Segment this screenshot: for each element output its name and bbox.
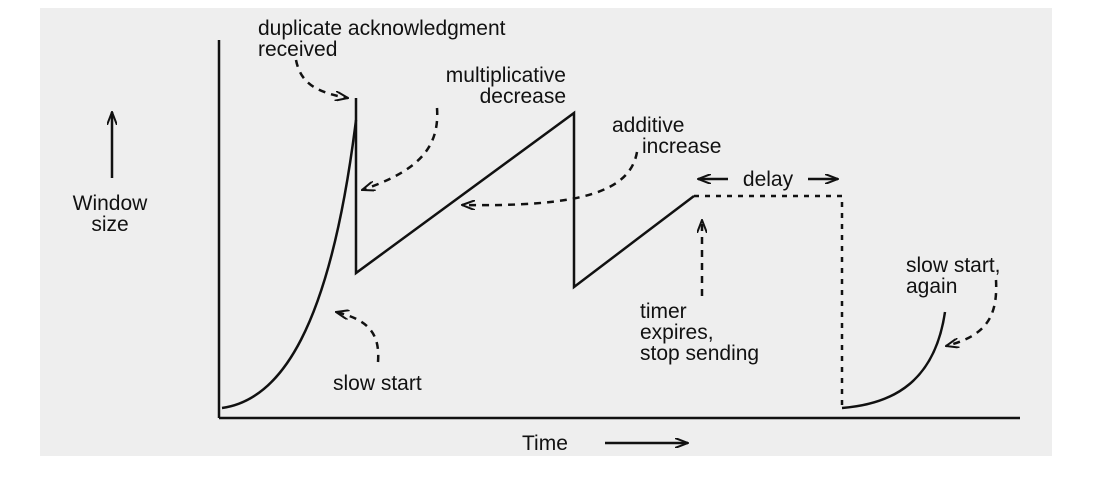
sawtooth-line bbox=[354, 98, 695, 290]
dup-ack-label-line1: duplicate acknowledgment bbox=[258, 17, 506, 40]
add-inc-pointer-arrow bbox=[462, 151, 639, 205]
mult-dec-label-line1: multiplicative bbox=[446, 64, 566, 87]
slow-start-again-pointer-arrow bbox=[946, 279, 998, 346]
diagram-background bbox=[40, 8, 1052, 456]
slow-start-label: slow start bbox=[333, 372, 422, 395]
dup-ack-label-line2: received bbox=[258, 38, 337, 61]
y-axis-label-line2: size bbox=[91, 213, 128, 236]
add-inc-label-line1: additive bbox=[612, 114, 684, 137]
timer-label-line3: stop sending bbox=[640, 342, 759, 365]
slow-start-again-label-line1: slow start, bbox=[906, 254, 1001, 277]
timer-label-line2: expires, bbox=[640, 321, 714, 344]
delay-dotted-line bbox=[694, 194, 844, 408]
add-inc-label-line2: increase bbox=[642, 135, 721, 158]
slow-start-curve bbox=[221, 119, 358, 410]
y-axis-label-line1: Window bbox=[73, 192, 149, 215]
mult-dec-label-line2: decrease bbox=[480, 85, 566, 108]
timer-label-line1: timer bbox=[640, 300, 687, 323]
delay-label: delay bbox=[743, 168, 794, 191]
x-axis-label: Time bbox=[522, 432, 568, 455]
mult-dec-pointer-arrow bbox=[362, 107, 439, 190]
slow-start-again-curve bbox=[841, 311, 947, 410]
dup-ack-pointer-arrow bbox=[294, 59, 348, 98]
slow-start-again-label-line2: again bbox=[906, 275, 957, 298]
